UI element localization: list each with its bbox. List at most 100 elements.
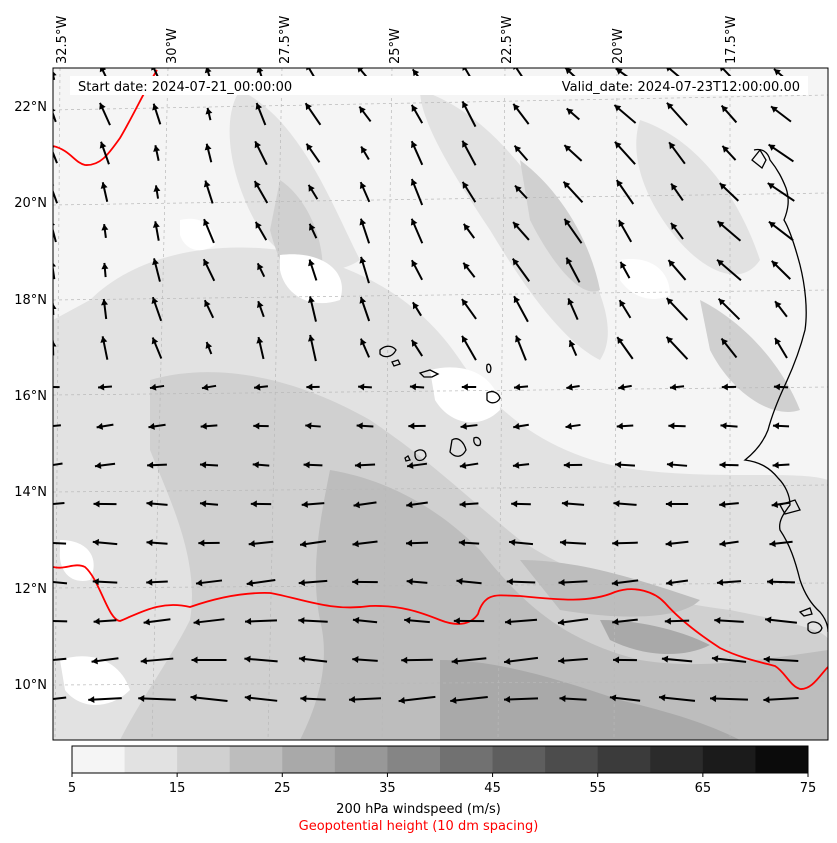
wind-arrow	[771, 260, 791, 280]
africa-coastline	[743, 148, 828, 633]
geopotential-contour-south	[53, 564, 828, 690]
wind-arrow	[667, 259, 687, 281]
cape-verde-santo-antao	[379, 345, 397, 358]
wind-arrow	[665, 336, 689, 360]
wind-arrow	[561, 500, 585, 508]
colorbar-swatch	[282, 746, 336, 773]
colorbar-ticks: 5 15 25 35 45 55 65 75	[68, 773, 816, 796]
wind-arrow	[53, 696, 67, 701]
wind-arrow	[514, 184, 528, 200]
lat-label-16n: 16°N	[14, 389, 47, 404]
wind-arrow	[410, 218, 424, 244]
colorbar-tick-label: 75	[800, 781, 817, 796]
wind-arrow	[359, 256, 370, 284]
wind-arrow	[153, 185, 161, 199]
wind-arrow	[504, 618, 538, 626]
wind-arrow	[513, 383, 529, 391]
wind-arrow	[53, 424, 61, 428]
wind-arrow	[101, 223, 109, 239]
wind-arrow	[612, 539, 638, 547]
wind-arrow	[459, 462, 479, 469]
wind-arrow	[352, 656, 378, 664]
wind-arrow	[205, 107, 213, 121]
wind-arrow	[153, 145, 161, 161]
wind-arrow	[254, 221, 268, 241]
wind-arrow	[195, 579, 223, 587]
wind-arrow	[256, 336, 265, 360]
wind-arrow	[665, 297, 689, 321]
wind-arrow	[143, 618, 171, 626]
wind-arrow	[201, 383, 217, 391]
wind-arrow	[721, 383, 737, 391]
colorbar-swatch	[229, 746, 283, 773]
cape-verde-boa-vista	[486, 391, 501, 404]
wind-arrow	[53, 462, 63, 467]
lon-label-30w: 30°W	[165, 28, 180, 64]
wind-arrow	[301, 500, 325, 508]
lat-label-22n: 22°N	[14, 100, 47, 115]
wind-arrow	[566, 383, 580, 391]
start-date-label: Start date: 2024-07-21_00:00:00	[78, 80, 292, 95]
wind-arrow	[256, 262, 266, 278]
colorbar-swatch	[702, 746, 756, 773]
wind-arrow	[559, 539, 587, 547]
colorbar-label: 200 hPa windspeed (m/s)	[336, 802, 501, 817]
river-mouth-detail	[751, 148, 767, 170]
wind-arrow	[565, 257, 581, 283]
wind-arrow	[91, 657, 119, 665]
colorbar-tick-label: 45	[484, 781, 501, 796]
lat-label-18n: 18°N	[14, 293, 47, 308]
wind-arrow	[96, 422, 114, 430]
wind-arrow	[410, 104, 424, 124]
cape-verde-santiago	[449, 438, 467, 457]
wind-arrow	[666, 461, 688, 469]
wind-arrow	[352, 616, 378, 624]
wind-arrow	[306, 383, 320, 391]
wind-arrow	[771, 501, 791, 508]
wind-arrow	[618, 299, 632, 319]
wind-arrow	[199, 500, 219, 508]
wind-arrow	[721, 145, 737, 161]
wind-arrow	[763, 696, 799, 704]
wind-arrow	[299, 540, 327, 548]
wind-arrow	[512, 103, 530, 125]
wind-arrow	[557, 618, 589, 626]
wind-arrow	[410, 178, 424, 206]
wind-arrow	[146, 539, 168, 547]
wind-arrow	[53, 222, 57, 243]
wind-arrow	[767, 182, 795, 202]
cape-verde-sao-vicente	[391, 359, 401, 367]
wind-arrow	[253, 422, 269, 430]
wind-arrow	[614, 461, 636, 469]
wind-arrow	[709, 695, 749, 703]
windspeed-shading	[53, 90, 828, 740]
wind-arrow	[307, 184, 319, 200]
wind-arrow	[360, 338, 370, 358]
wind-arrow	[308, 334, 317, 362]
wind-arrow	[53, 108, 57, 123]
wind-arrow	[511, 258, 531, 282]
geopotential-height-label: Geopotential height (10 dm spacing)	[298, 819, 539, 834]
wind-arrow	[200, 422, 218, 430]
wind-arrow	[461, 335, 477, 361]
wind-arrow	[151, 296, 163, 322]
wind-arrow	[101, 262, 109, 278]
wind-arrow	[511, 500, 531, 508]
wind-arrow	[100, 336, 109, 360]
wind-arrow	[565, 422, 581, 430]
wind-arrow	[714, 616, 744, 624]
wind-arrow	[616, 422, 634, 430]
wind-arrow	[360, 146, 370, 160]
wind-arrow	[716, 578, 742, 586]
wind-arrow	[558, 578, 588, 586]
wind-arrow	[773, 383, 789, 391]
wind-arrow	[203, 180, 214, 204]
wind-arrow	[412, 301, 422, 317]
wind-arrow	[719, 461, 739, 469]
wind-arrow	[563, 461, 583, 469]
wind-arrow	[410, 140, 424, 166]
wind-arrow	[359, 296, 371, 322]
wind-arrow	[613, 500, 637, 508]
wind-arrow	[359, 218, 371, 244]
lon-label-20w: 20°W	[611, 28, 626, 64]
